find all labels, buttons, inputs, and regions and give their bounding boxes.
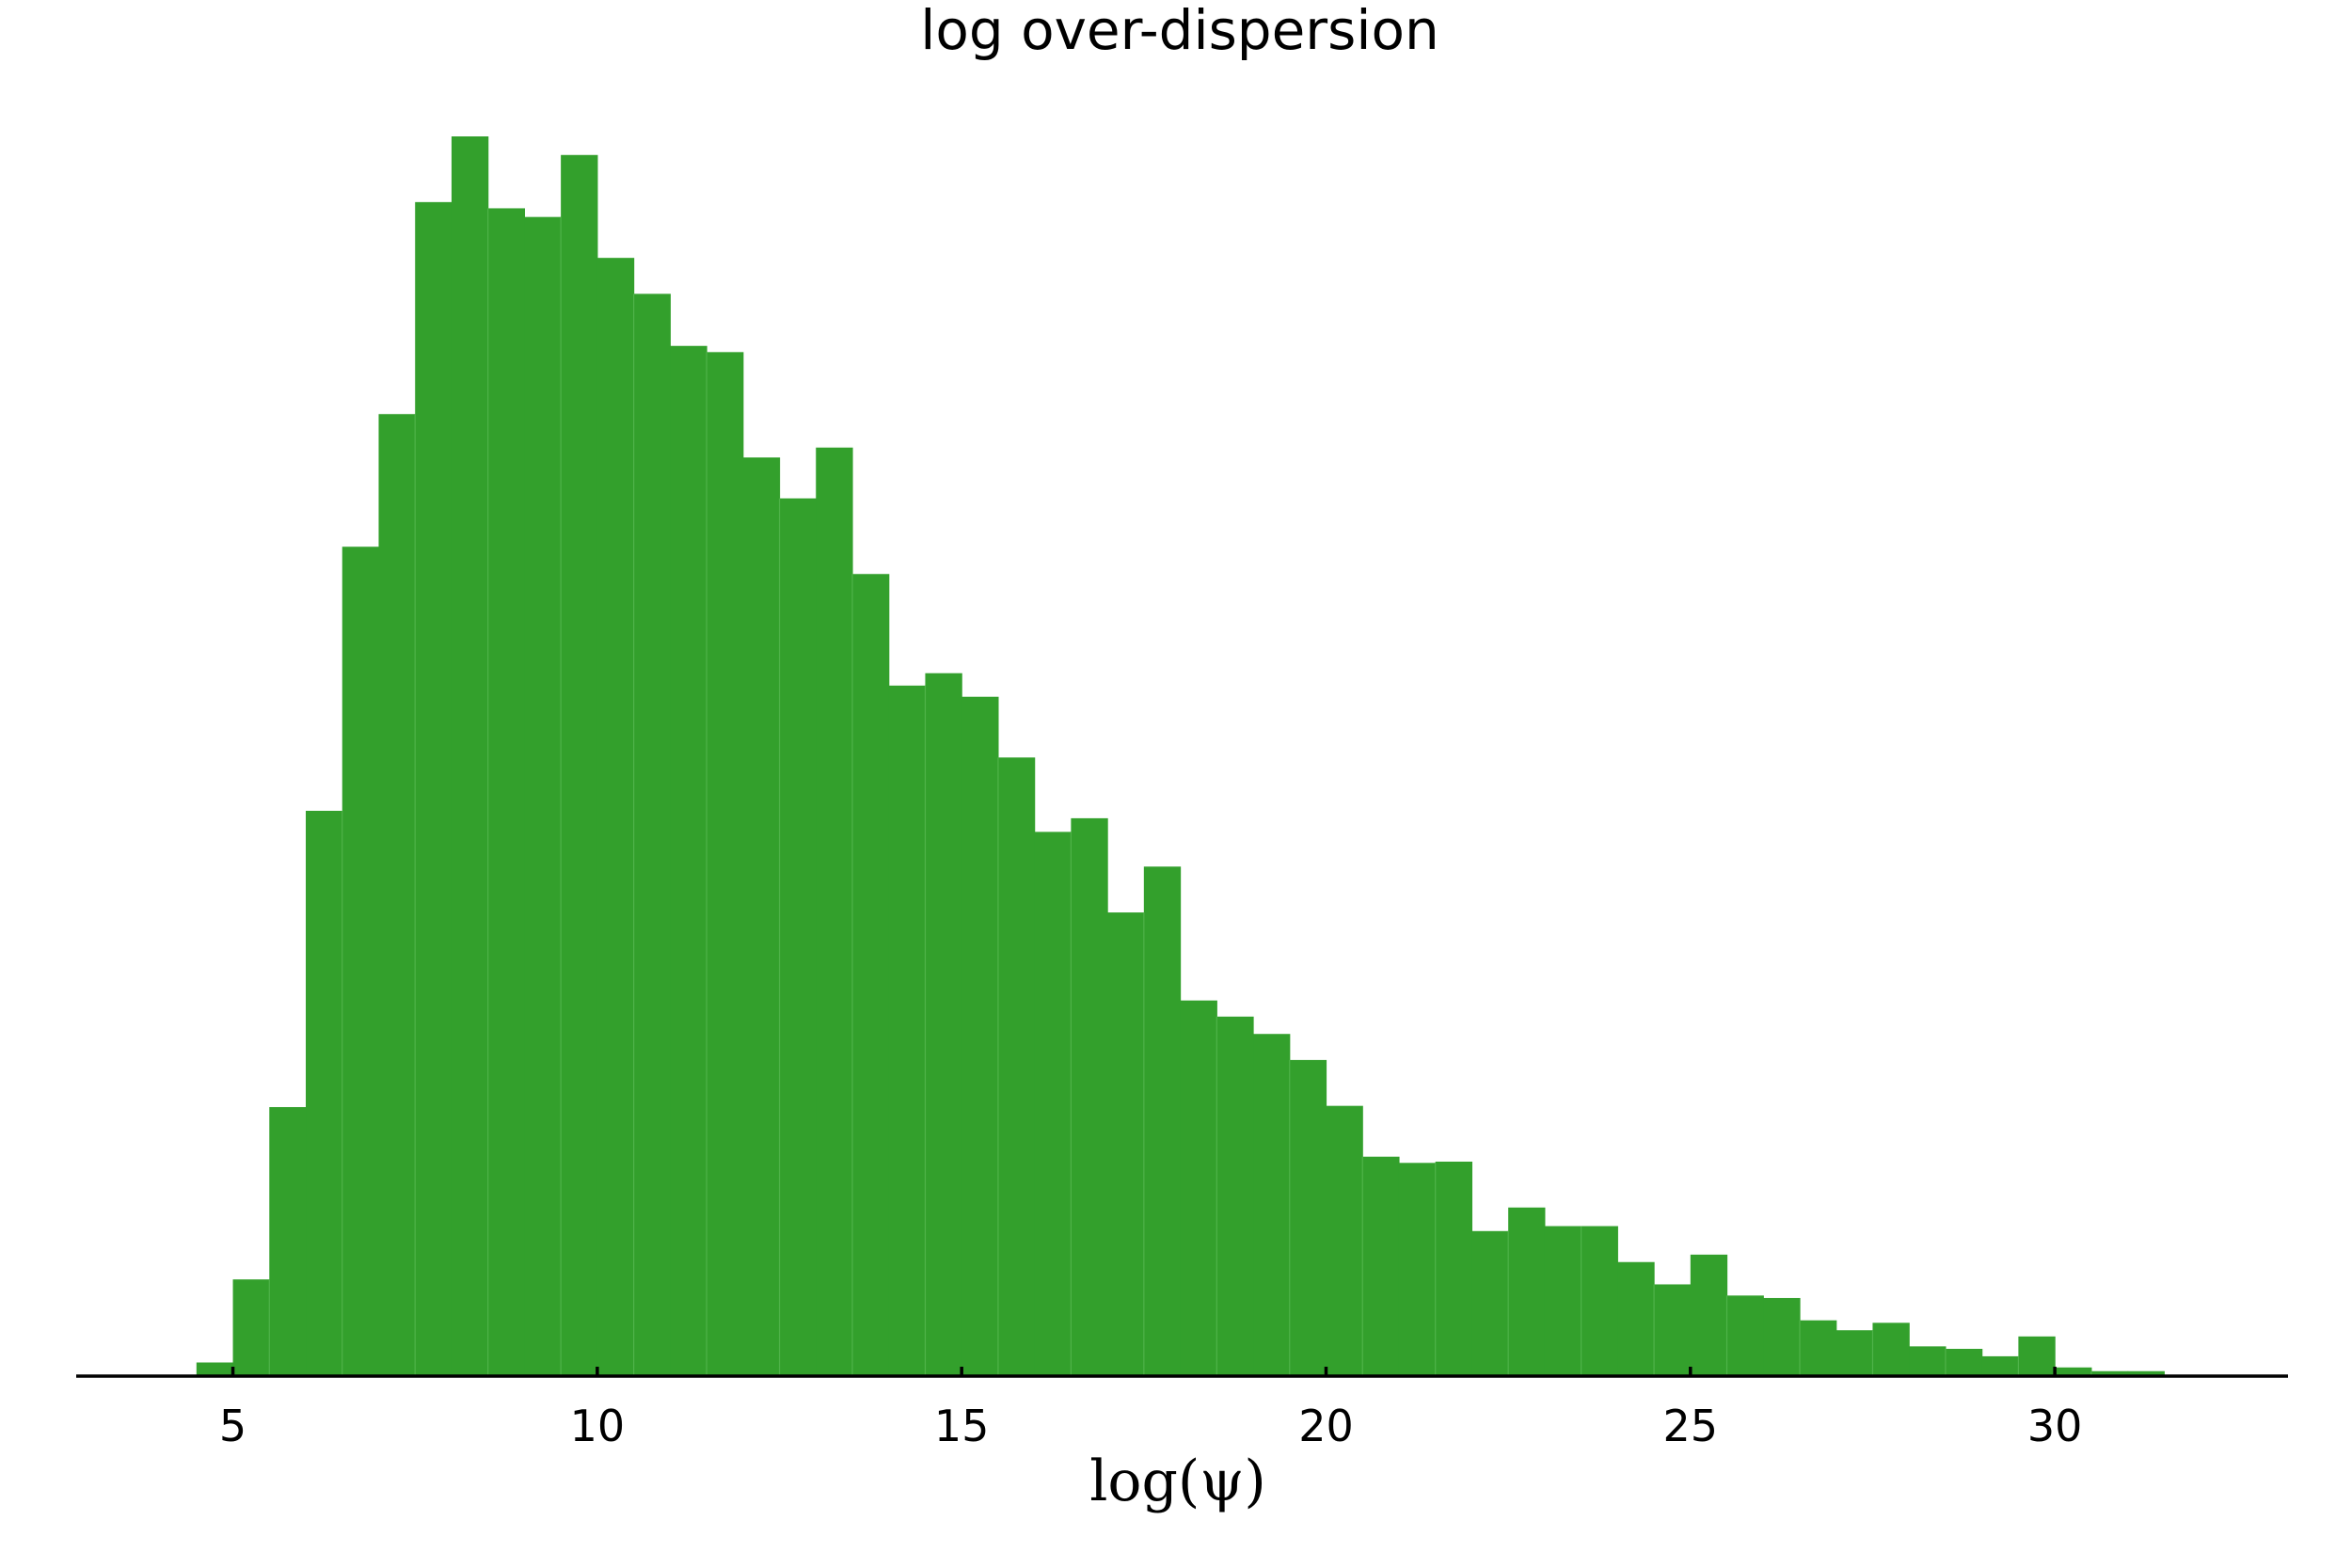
histogram-bar — [378, 414, 416, 1376]
histogram-bar — [1617, 1261, 1655, 1376]
histogram-bar — [779, 498, 817, 1376]
histogram-bar — [1945, 1349, 1983, 1376]
histogram-bar — [232, 1279, 270, 1376]
histogram-bar — [816, 447, 853, 1376]
histogram-bar — [1471, 1230, 1509, 1376]
histogram-bar — [1071, 817, 1108, 1376]
histogram-bar — [851, 574, 890, 1376]
histogram-bar — [1253, 1034, 1291, 1376]
x-axis-ticks: 5 10 15 20 25 30 — [219, 1367, 2082, 1451]
histogram-bar — [1654, 1284, 1692, 1376]
histogram-bar — [633, 293, 671, 1376]
histogram-bar — [997, 757, 1036, 1376]
histogram-bar — [1362, 1156, 1400, 1376]
histogram-bar — [1216, 1016, 1254, 1376]
x-tick-label: 25 — [1663, 1401, 1719, 1451]
histogram-bar — [561, 154, 598, 1376]
histogram-bar — [415, 201, 453, 1376]
histogram-bar — [1763, 1297, 1801, 1376]
histogram-bar — [1143, 866, 1182, 1376]
histogram-bar — [1544, 1226, 1582, 1376]
histogram-bar — [451, 136, 489, 1376]
histogram-bar — [707, 352, 744, 1376]
histogram-bar — [1326, 1105, 1363, 1376]
histogram-bar — [888, 685, 927, 1376]
histogram-bar — [1034, 832, 1072, 1376]
histogram-bar — [1581, 1226, 1618, 1376]
histogram-bar — [1435, 1161, 1473, 1376]
histogram-bar — [1289, 1059, 1327, 1376]
histogram-bar — [670, 345, 707, 1377]
histogram-bar — [1690, 1254, 1728, 1376]
x-tick-label: 30 — [2027, 1401, 2083, 1451]
histogram-bar — [2090, 1370, 2129, 1376]
histogram-bar — [269, 1106, 307, 1376]
histogram-bar — [1508, 1207, 1546, 1376]
histogram-bar — [524, 216, 562, 1376]
histogram-bar — [1180, 1000, 1217, 1376]
histogram-bar — [1799, 1320, 1837, 1376]
histogram-bar — [342, 546, 380, 1376]
histogram-bar — [1107, 912, 1145, 1376]
histogram-bar — [2055, 1367, 2092, 1376]
chart-title: log over-dispersion — [920, 0, 1438, 62]
histogram-bar — [2018, 1336, 2056, 1376]
x-tick-label: 15 — [934, 1401, 990, 1451]
histogram-bar — [196, 1362, 234, 1376]
histogram-bar — [1872, 1323, 1910, 1376]
histogram-bar — [1981, 1355, 2019, 1376]
histogram-bar — [1836, 1330, 1874, 1376]
histogram-bars — [196, 136, 2201, 1377]
histogram-bar — [487, 208, 525, 1377]
histogram-bar — [2127, 1370, 2165, 1376]
histogram-bar — [925, 673, 962, 1376]
histogram-bar — [1909, 1346, 1947, 1376]
x-tick-label: 20 — [1298, 1401, 1354, 1451]
histogram-bar — [1726, 1295, 1764, 1376]
histogram-bar — [596, 258, 635, 1376]
histogram-bar — [961, 696, 999, 1376]
histogram-bar — [742, 457, 781, 1376]
x-tick-label: 10 — [570, 1401, 626, 1451]
x-axis-label: log(ψ) — [1089, 1449, 1266, 1514]
histogram-bar — [306, 810, 343, 1376]
histogram-bar — [1398, 1163, 1437, 1376]
x-tick-label: 5 — [219, 1401, 246, 1451]
